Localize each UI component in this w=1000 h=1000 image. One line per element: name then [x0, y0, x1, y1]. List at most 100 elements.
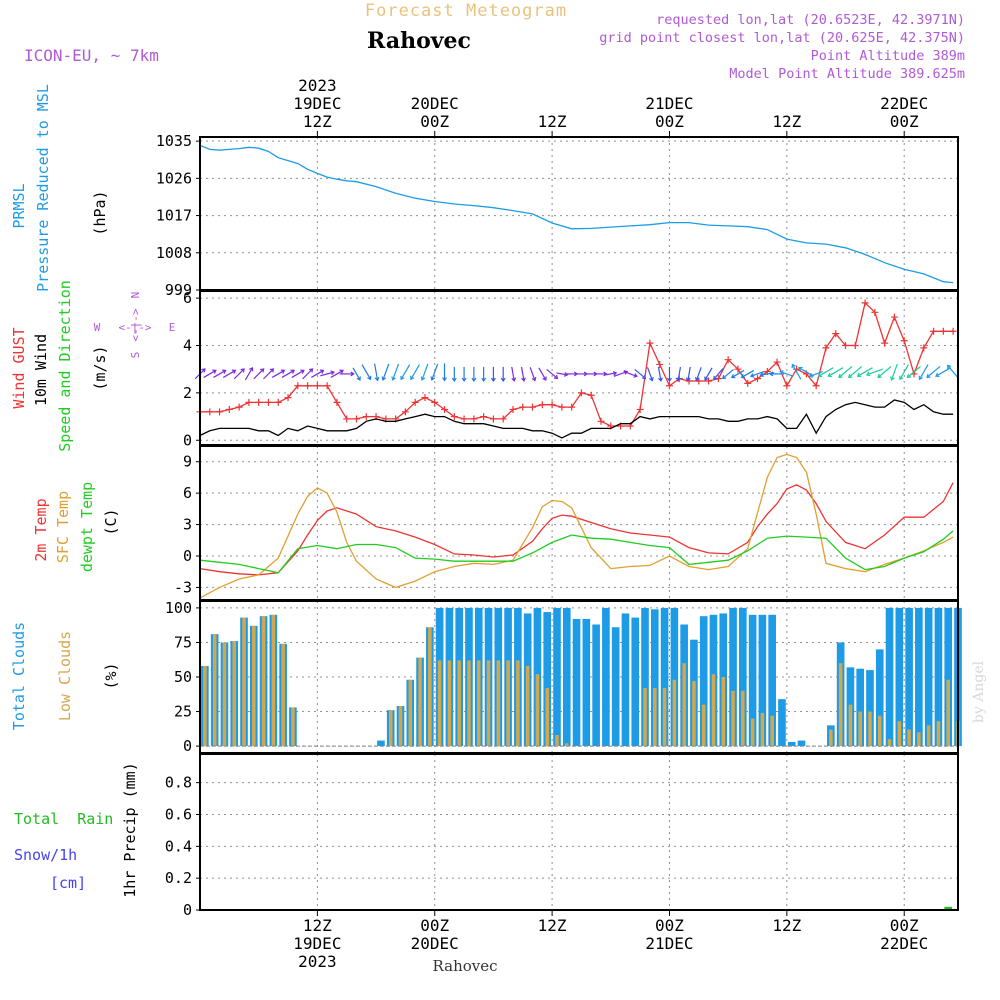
panel-temperature: -3 0 3 6 9	[174, 445, 959, 601]
wind-arrow-shaft	[750, 370, 765, 377]
bar-total-clouds	[641, 607, 649, 747]
wind-arrow-head	[633, 373, 638, 378]
bar-low-clouds	[242, 617, 246, 747]
compass-n: N	[129, 292, 142, 299]
gust-marker	[489, 415, 497, 423]
wind-arrow	[779, 370, 794, 377]
wind-arrow-head	[269, 368, 275, 373]
y-tick-label: 0.4	[165, 837, 192, 855]
bar-low-clouds	[408, 679, 413, 747]
gust-marker	[206, 408, 214, 416]
compass-w: W	[94, 321, 101, 334]
wind-arrow-shaft	[520, 366, 525, 381]
time-label: 2023	[298, 952, 337, 971]
y-tick-label: 6	[183, 289, 192, 307]
bar-low-clouds	[535, 674, 540, 747]
y-tick-label: 999	[165, 281, 192, 299]
wind-arrow-head	[563, 372, 569, 377]
bar-total-clouds	[778, 699, 786, 747]
bar-total-clouds	[592, 624, 600, 747]
compass-arrows-ns: <-|->	[129, 308, 142, 341]
bar-low-clouds	[398, 706, 403, 747]
wind-arrow-head	[308, 368, 314, 373]
wind-arrow-shaft	[392, 363, 400, 381]
wind-arrow-head	[222, 369, 227, 374]
wind-arrow-shaft	[352, 367, 361, 381]
bar-low-clouds	[917, 732, 921, 747]
time-label: 00Z	[890, 112, 919, 131]
wind-arrow	[595, 371, 608, 377]
wind-arrow-head	[240, 368, 245, 373]
model-altitude: Model Point Altitude 389.625m	[729, 66, 965, 82]
wind-arrow-head	[906, 373, 912, 379]
gust-marker	[284, 394, 292, 402]
total-rain-label: Total Rain	[14, 810, 113, 828]
wind-arrow-shaft	[511, 366, 515, 381]
wind-arrow-head	[704, 376, 709, 381]
gust-marker	[225, 405, 233, 413]
bar-low-clouds	[750, 718, 755, 747]
temp2m-label: 2m Temp	[32, 498, 50, 561]
wind-arrow-head	[290, 369, 296, 374]
bar-low-clouds	[203, 665, 207, 747]
wind-arrow	[817, 367, 834, 378]
model-label: ICON-EU, ~ 7km	[24, 46, 159, 65]
wind-arrow-shaft	[311, 369, 324, 378]
dewpt-label: dewpt Temp	[78, 482, 96, 572]
wind-arrow	[461, 366, 467, 382]
wind-arrow-head	[451, 377, 457, 382]
time-label: 19DEC	[293, 94, 341, 113]
y-tick-label: 1017	[156, 207, 192, 225]
wind-arrow-shaft	[780, 370, 794, 377]
bar-total-clouds	[660, 607, 669, 747]
gust-marker	[724, 356, 732, 364]
bar-low-clouds	[252, 625, 256, 747]
gust-marker	[832, 330, 840, 338]
precip-unit-label: 1hr Precip (mm)	[121, 762, 139, 897]
wind-arrow-shaft	[857, 367, 873, 377]
wind-arrow-head	[248, 366, 254, 372]
gust-marker	[861, 299, 869, 307]
pressure-unit-label: (hPa)	[91, 190, 109, 235]
wind-arrow-head	[641, 374, 647, 380]
wind-arrow	[451, 366, 457, 382]
time-label: 2023	[298, 76, 337, 95]
bar-low-clouds	[261, 616, 266, 747]
wind-arrow-head	[280, 369, 286, 374]
bar-total-clouds	[729, 607, 737, 747]
wind-arrow	[430, 363, 439, 381]
wind-gust-label: Wind GUST	[10, 327, 28, 408]
wind-arrow	[906, 365, 921, 379]
gust-marker	[519, 403, 527, 411]
time-label: 21DEC	[645, 94, 693, 113]
bar-low-clouds	[467, 660, 471, 747]
wind-arrow-head	[330, 370, 335, 376]
gust-marker	[558, 403, 566, 411]
time-label: 20DEC	[411, 934, 459, 953]
gust-marker	[685, 377, 693, 385]
wind-arrow-head	[461, 377, 467, 382]
bar-low-clouds	[770, 715, 774, 747]
wind-arrow	[352, 367, 361, 381]
y-tick-label: 2	[183, 384, 192, 402]
bar-low-clouds	[428, 627, 432, 747]
wind-arrow-head	[531, 376, 537, 382]
bar-total-clouds	[631, 617, 640, 747]
gust-marker	[480, 413, 488, 421]
wind-arrow	[890, 363, 898, 381]
y-tick-label: 0	[183, 547, 192, 565]
y-tick-label: 0.8	[165, 774, 192, 792]
wind-arrow-head	[500, 377, 506, 382]
wind-arrow-shaft	[244, 367, 253, 381]
gust-marker	[441, 405, 449, 413]
gust-marker	[460, 415, 468, 423]
bar-low-clouds	[653, 688, 657, 747]
wind-arrow-shaft	[657, 366, 662, 381]
time-label: 12Z	[538, 112, 567, 131]
wind-arrow-head	[666, 377, 672, 382]
gust-marker	[842, 341, 850, 349]
gust-marker	[411, 398, 419, 406]
bar-total-rain	[944, 906, 953, 910]
wind-arrow-shaft	[818, 367, 834, 377]
gust-marker	[529, 403, 537, 411]
